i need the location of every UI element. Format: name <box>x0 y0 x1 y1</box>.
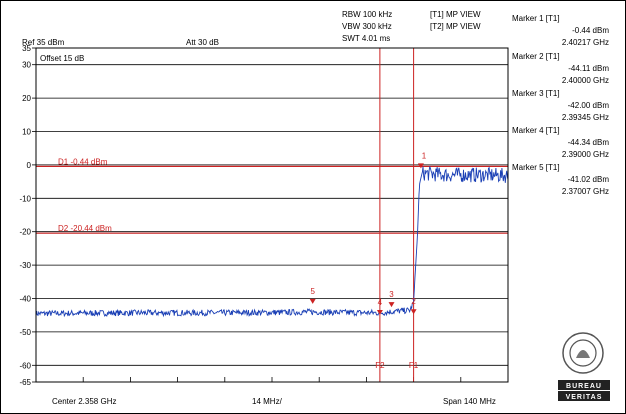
trace2-mode-label: [T2] MP VIEW <box>430 22 481 31</box>
marker-5-label: 5 <box>310 287 315 296</box>
trace-1 <box>35 166 509 318</box>
marker-4-label: 4 <box>378 298 383 307</box>
marker-4-freq: 2.39000 GHz <box>562 150 609 159</box>
display-lines: D1 -0.44 dBm D2 -20.44 dBm <box>36 157 508 234</box>
center-frequency-label: Center 2.358 GHz <box>52 397 116 406</box>
y-tick-label: 20 <box>22 94 31 103</box>
ref-level-label: Ref 35 dBm <box>22 38 65 47</box>
marker-1-title: Marker 1 [T1] <box>512 14 560 23</box>
y-tick-label: 10 <box>22 128 31 137</box>
trace-line <box>35 166 509 318</box>
frequency-line-label-f2: F2 <box>375 361 385 370</box>
attenuation-label: Att 30 dB <box>186 38 219 47</box>
logo-text-bureau: BUREAU <box>566 383 602 390</box>
y-tick-label: -30 <box>19 261 31 270</box>
logo-seal-emblem <box>576 350 590 358</box>
x-tick-marks <box>35 377 509 382</box>
plot-border <box>35 47 509 383</box>
marker-1-label: 1 <box>422 151 427 160</box>
rbw-label: RBW 100 kHz <box>342 10 392 19</box>
logo-text-veritas: VERITAS <box>566 394 603 401</box>
grid <box>36 64 508 366</box>
logo-band-top <box>558 380 610 390</box>
y-tick-labels: 35 30 20 10 0 -10 -20 -30 -40 -50 -60 -65 <box>19 44 36 387</box>
marker-2-level: -44.11 dBm <box>568 64 609 73</box>
y-tick-label: -65 <box>19 378 31 387</box>
marker-1-freq: 2.40217 GHz <box>562 38 609 47</box>
marker-5-freq: 2.37007 GHz <box>562 187 609 196</box>
marker-points: 1 2 34 5 <box>309 151 427 315</box>
marker-2-point <box>410 309 417 315</box>
y-tick-label: -10 <box>19 194 31 203</box>
y-tick-label: 0 <box>27 161 32 170</box>
y-tick-label: 35 <box>22 44 31 53</box>
marker-3-level: -42.00 dBm <box>568 101 610 110</box>
marker-3-title: Marker 3 [T1] <box>512 89 560 98</box>
marker-1-level: -0.44 dBm <box>572 26 609 35</box>
frequency-division-label: 14 MHz/ <box>252 397 283 406</box>
marker-5-title: Marker 5 [T1] <box>512 163 560 172</box>
sweep-time-label: SWT 4.01 ms <box>342 34 390 43</box>
logo-seal-outer <box>562 332 604 374</box>
y-tick-label: -40 <box>19 295 31 304</box>
marker-5-point <box>309 298 316 304</box>
marker-5-level: -41.02 dBm <box>568 175 610 184</box>
bureau-veritas-logo: BUREAU VERITAS <box>558 332 610 401</box>
display-line-label-2: D2 -20.44 dBm <box>58 224 112 233</box>
marker-4-point <box>376 309 383 315</box>
marker-4-title: Marker 4 [T1] <box>512 126 560 135</box>
frequency-line-label-f1: F1 <box>409 361 419 370</box>
y-tick-label: -60 <box>19 361 31 370</box>
marker-1-point <box>417 163 424 169</box>
marker-2-label: 2 <box>411 297 416 306</box>
y-tick-label: -20 <box>19 228 31 237</box>
logo-band-bottom <box>558 391 610 401</box>
display-line-label-1: D1 -0.44 dBm <box>58 157 108 166</box>
y-tick-label: -50 <box>19 328 31 337</box>
marker-4-level: -44.34 dBm <box>568 138 610 147</box>
frequency-lines: F2 F1 <box>375 48 419 382</box>
offset-label: Offset 15 dB <box>40 54 84 63</box>
marker-2-freq: 2.40000 GHz <box>562 76 609 85</box>
marker-3-point <box>388 302 395 308</box>
logo-seal-inner <box>569 339 597 367</box>
trace1-mode-label: [T1] MP VIEW <box>430 10 481 19</box>
y-tick-label: 30 <box>22 61 31 70</box>
vbw-label: VBW 300 kHz <box>342 22 392 31</box>
marker-3-freq: 2.39345 GHz <box>562 113 609 122</box>
marker-readouts: Marker 1 [T1] -0.44 dBm 2.40217 GHz Mark… <box>512 14 609 196</box>
marker-3-label: 3 <box>389 290 394 299</box>
span-label: Span 140 MHz <box>443 397 496 406</box>
marker-2-title: Marker 2 [T1] <box>512 52 560 61</box>
